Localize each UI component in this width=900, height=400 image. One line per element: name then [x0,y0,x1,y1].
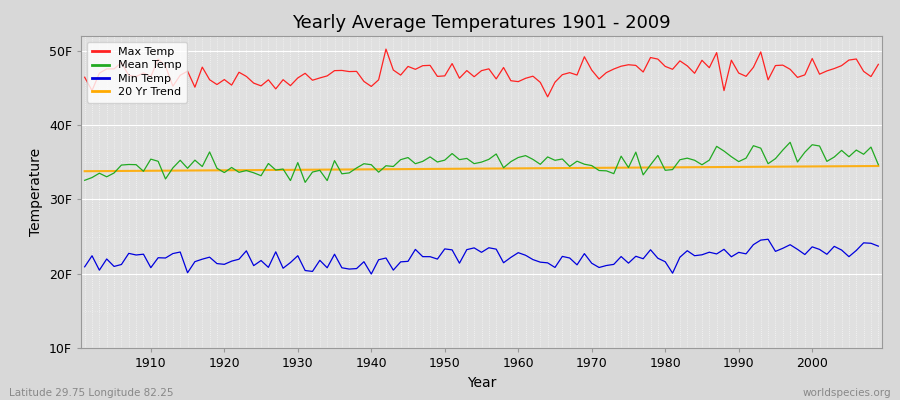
X-axis label: Year: Year [467,376,496,390]
Text: worldspecies.org: worldspecies.org [803,388,891,398]
Text: Latitude 29.75 Longitude 82.25: Latitude 29.75 Longitude 82.25 [9,388,174,398]
Y-axis label: Temperature: Temperature [30,148,43,236]
Title: Yearly Average Temperatures 1901 - 2009: Yearly Average Temperatures 1901 - 2009 [292,14,670,32]
Legend: Max Temp, Mean Temp, Min Temp, 20 Yr Trend: Max Temp, Mean Temp, Min Temp, 20 Yr Tre… [86,42,187,103]
